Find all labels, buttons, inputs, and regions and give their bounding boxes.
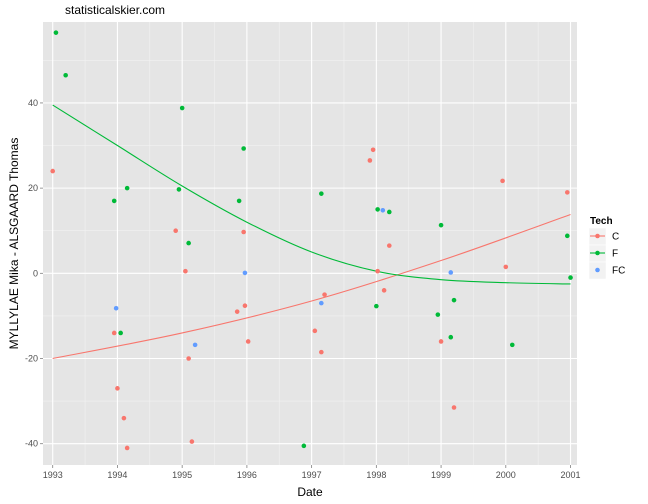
data-point-fc: [242, 270, 248, 276]
y-tick-label: 0: [33, 268, 38, 278]
data-point-c: [189, 439, 195, 444]
data-points: [50, 30, 573, 451]
x-tick-label: 1998: [366, 470, 386, 480]
data-point-c: [367, 158, 373, 163]
legend-title: Tech: [590, 216, 613, 227]
x-tick-label: 1994: [107, 470, 127, 480]
data-point-fc: [192, 342, 198, 348]
data-point-c: [500, 178, 505, 184]
legend: Tech CF FC: [588, 216, 625, 280]
y-tick-label: 40: [28, 98, 38, 108]
data-point-f: [111, 198, 117, 204]
x-tick-label: 1993: [43, 470, 63, 480]
data-point-c: [173, 228, 178, 234]
data-point-fc: [380, 207, 386, 213]
data-point-f: [63, 72, 68, 78]
data-point-c: [451, 405, 457, 410]
data-point-c: [111, 330, 117, 336]
data-point-f: [319, 191, 324, 196]
x-tick-label: 1995: [172, 470, 192, 480]
data-point-c: [183, 268, 188, 274]
data-point-f: [186, 240, 191, 246]
legend-key-point: [595, 233, 600, 239]
data-point-c: [241, 229, 246, 235]
x-tick-label: 2000: [496, 470, 516, 480]
x-tick-label: 1996: [237, 470, 257, 480]
data-point-c: [121, 415, 127, 421]
data-point-c: [124, 445, 130, 451]
y-axis-ticks: -40 -20 0 20 40: [25, 98, 43, 449]
data-point-c: [503, 264, 509, 270]
grid-minor: [43, 22, 577, 465]
data-point-c: [312, 328, 318, 334]
data-point-f: [124, 185, 130, 191]
data-point-c: [186, 356, 191, 361]
data-point-fc: [319, 300, 324, 306]
legend-label-c: C: [612, 232, 619, 243]
data-point-c: [438, 339, 444, 344]
x-tick-label: 1999: [431, 470, 451, 480]
y-tick-label: -40: [25, 439, 38, 449]
grid-major: [43, 22, 577, 465]
data-point-c: [375, 268, 380, 274]
data-point-fc: [448, 270, 454, 275]
data-point-c: [370, 147, 376, 153]
data-point-c: [234, 309, 240, 314]
data-point-c: [381, 288, 387, 293]
data-point-f: [301, 443, 307, 449]
plot-panel: [43, 22, 577, 465]
data-point-f: [386, 209, 392, 215]
data-point-fc: [113, 305, 119, 311]
data-point-f: [374, 303, 379, 309]
y-tick-label: 20: [28, 183, 38, 193]
data-point-c: [319, 349, 324, 355]
fit-line-c: [52, 214, 571, 360]
x-axis-ticks: 1993 1994 1995 1996 1997 1998 1999 2000 2001: [43, 465, 581, 480]
data-point-c: [322, 292, 327, 297]
fit-lines: [52, 104, 571, 360]
data-point-f: [564, 233, 570, 239]
legend-label-fc: FC: [612, 266, 625, 277]
x-axis-title: Date: [297, 485, 323, 499]
data-point-c: [564, 190, 570, 195]
legend-key-point: [595, 267, 600, 273]
x-tick-label: 1997: [302, 470, 322, 480]
y-axis-title: MYLLYLAE Mika - ALSGAARD Thomas: [7, 138, 21, 350]
y-tick-label: -20: [25, 354, 38, 364]
site-title: statisticalskier.com: [65, 3, 165, 17]
data-point-f: [176, 187, 182, 192]
data-point-f: [241, 146, 246, 151]
data-point-f: [451, 297, 457, 303]
data-point-f: [179, 105, 185, 111]
fit-line-f: [52, 104, 571, 285]
data-point-c: [242, 303, 248, 308]
data-point-f: [236, 198, 242, 204]
data-point-c: [386, 243, 392, 248]
data-point-f: [375, 207, 380, 212]
x-tick-label: 2001: [561, 470, 581, 480]
legend-label-f: F: [612, 249, 618, 260]
legend-key-point: [595, 250, 600, 256]
data-point-f: [568, 275, 573, 280]
data-point-f: [118, 330, 123, 336]
data-point-c: [245, 339, 251, 344]
data-point-f: [53, 30, 59, 35]
data-point-f: [438, 222, 444, 228]
data-point-f: [509, 342, 515, 348]
data-point-f: [435, 312, 441, 317]
data-point-c: [115, 386, 120, 391]
data-point-c: [50, 168, 56, 174]
data-point-f: [448, 334, 454, 340]
